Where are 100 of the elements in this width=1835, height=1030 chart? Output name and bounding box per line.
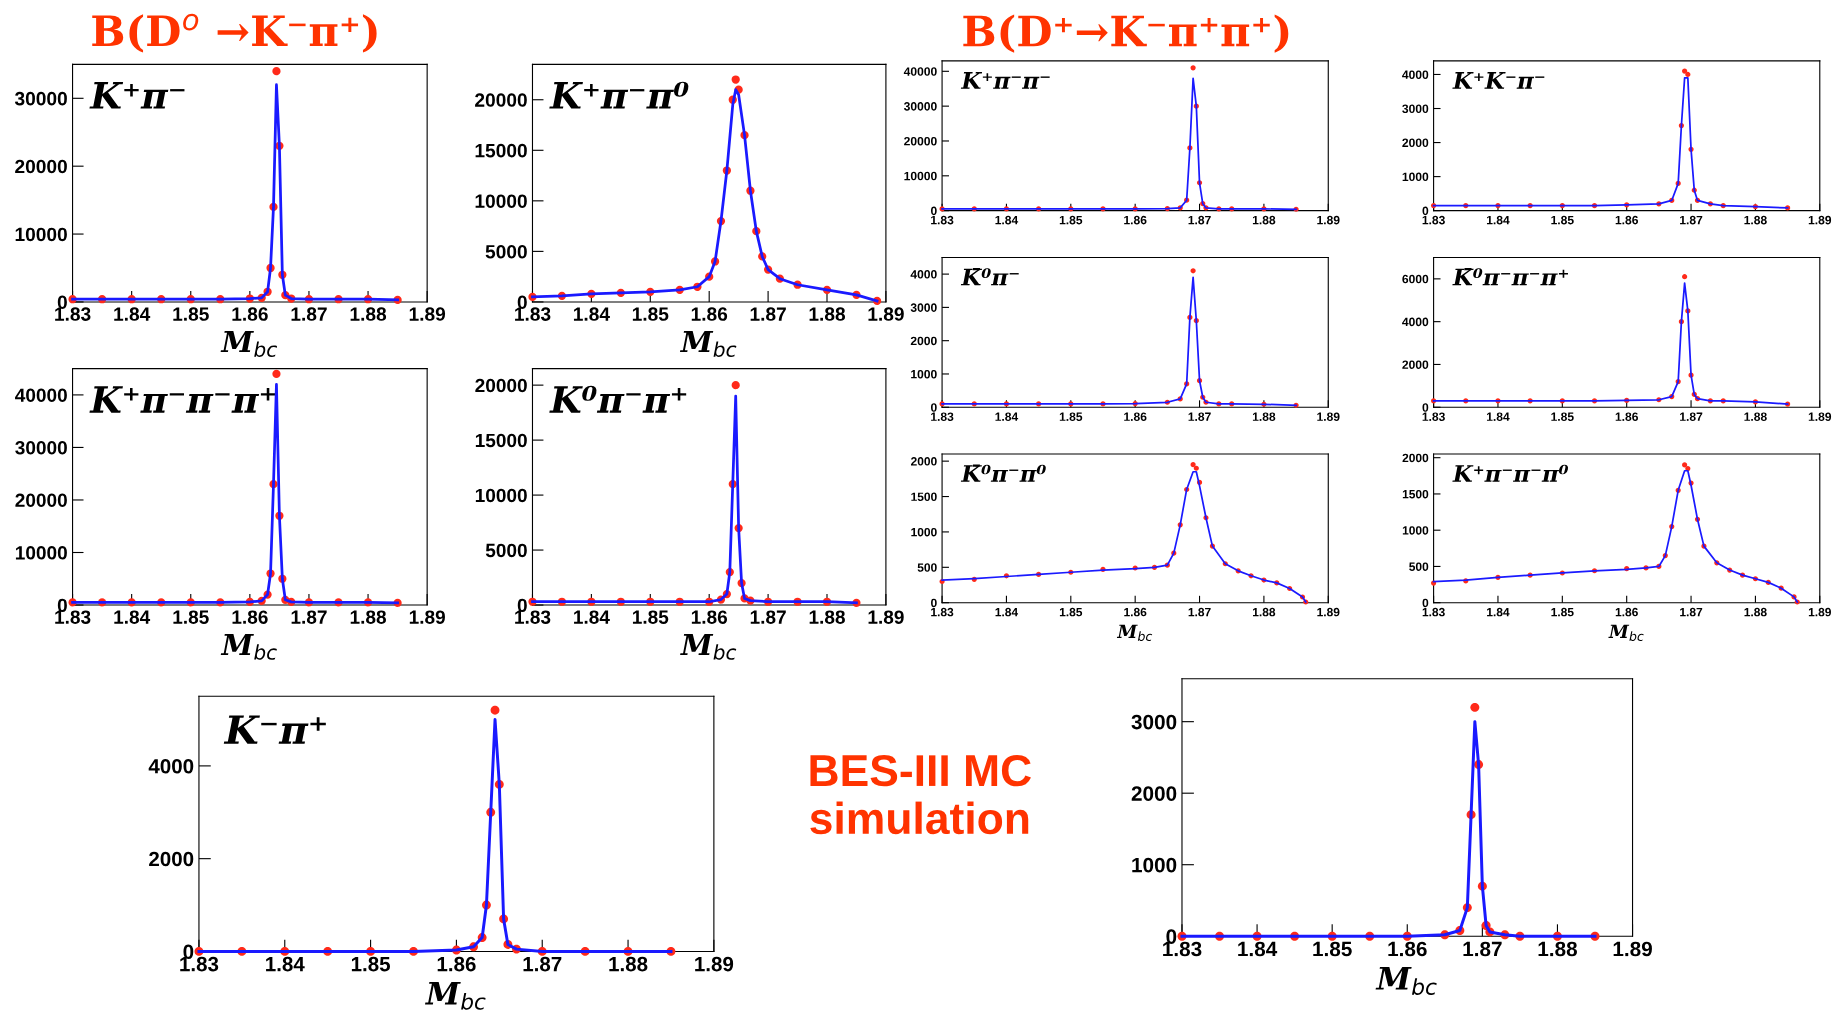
x-tick-label: 1.84 <box>1238 941 1278 957</box>
y-tick-label: 3000 <box>1402 104 1429 114</box>
x-tick-label: 1.88 <box>350 610 386 624</box>
x-tick-label: 1.85 <box>173 307 209 321</box>
x-tick-label: 1.84 <box>995 215 1019 225</box>
annotation: K̄⁰π⁻ <box>960 268 1019 286</box>
y-tick-label: 2000 <box>910 336 937 346</box>
x-tick-label: 1.87 <box>1680 412 1703 421</box>
y-tick-label: 500 <box>1409 562 1429 571</box>
x-tick-label: 1.89 <box>868 610 904 624</box>
y-tick-label: 6000 <box>1402 274 1429 284</box>
y-tick-label: 1500 <box>911 492 937 501</box>
y-tick-label: 4000 <box>1402 317 1429 327</box>
x-tick-label: 1.84 <box>1486 412 1510 421</box>
x-tick-label: 1.86 <box>691 307 728 321</box>
y-tick-label: 1000 <box>911 527 937 537</box>
x-tick-label: 1.83 <box>55 610 91 624</box>
x-tick-label: 1.84 <box>114 610 151 624</box>
y-tick-label: 0 <box>1422 403 1429 412</box>
x-tick-label: 1.88 <box>1744 412 1767 421</box>
y-tick-label: 20000 <box>904 136 937 146</box>
x-tick-label: 1.88 <box>1744 215 1767 225</box>
x-tick-label: 1.85 <box>173 610 209 624</box>
x-tick-label: 1.86 <box>1615 215 1638 225</box>
x-axis-title: M$_{bc}$ <box>680 634 737 660</box>
x-axis-title: M$_{bc}$ <box>220 331 278 357</box>
x-tick-label: 1.87 <box>750 307 786 321</box>
x-tick-label: 1.84 <box>573 307 610 321</box>
x-tick-label: 1.89 <box>1317 412 1340 421</box>
x-tick-label: 1.84 <box>574 610 610 624</box>
x-axis-title: M$_{bc}$ <box>1375 966 1437 995</box>
y-tick-label: 4000 <box>148 758 194 774</box>
x-tick-label: 1.87 <box>1188 412 1211 421</box>
x-tick-label: 1.89 <box>409 307 446 321</box>
y-tick-label: 30000 <box>15 441 67 455</box>
x-tick-label: 1.86 <box>1615 607 1638 617</box>
x-tick-label: 1.88 <box>1253 607 1276 617</box>
annotation: K⁺π⁻π⁻π⁰ <box>1452 464 1569 482</box>
x-tick-label: 1.86 <box>691 610 728 624</box>
y-tick-label: 0 <box>930 206 937 216</box>
y-tick-label: 1500 <box>1402 489 1429 499</box>
x-tick-label: 1.86 <box>1615 412 1638 421</box>
x-tick-label: 1.84 <box>114 307 151 321</box>
x-tick-label: 1.84 <box>995 607 1019 617</box>
y-tick-label: 5000 <box>485 244 527 259</box>
x-tick-label: 1.86 <box>232 307 268 321</box>
x-tick-label: 1.83 <box>1422 607 1445 617</box>
x-tick-label: 1.86 <box>1124 215 1147 225</box>
annotation: K⁰π⁻π⁺ <box>549 385 687 413</box>
x-tick-label: 1.89 <box>1613 941 1652 957</box>
text: BES-III MC simulation <box>810 754 1031 835</box>
x-tick-label: 1.88 <box>1252 215 1276 225</box>
y-tick-label: 3000 <box>1131 714 1177 730</box>
y-tick-label: 2000 <box>1402 360 1429 369</box>
y-tick-label: 0 <box>1422 206 1429 216</box>
x-tick-label: 1.86 <box>1388 941 1427 957</box>
y-tick-label: 40000 <box>903 67 937 76</box>
x-tick-label: 1.84 <box>266 956 305 972</box>
y-tick-label: 0 <box>1422 598 1429 608</box>
y-tick-label: 2000 <box>1402 453 1429 463</box>
x-tick-label: 1.87 <box>1188 607 1211 617</box>
x-tick-label: 1.83 <box>55 307 91 321</box>
x-tick-label: 1.85 <box>351 956 391 972</box>
y-tick-label: 2000 <box>1402 138 1429 148</box>
x-tick-label: 1.87 <box>523 956 562 972</box>
y-tick-label: 2000 <box>1131 786 1177 801</box>
y-tick-label: 30000 <box>14 91 67 106</box>
y-tick-label: 10000 <box>475 488 527 503</box>
y-tick-label: 500 <box>917 563 937 572</box>
x-axis-title: M$_{bc}$ <box>1608 624 1644 642</box>
annotation: K̄⁰π⁻π⁰ <box>960 464 1046 482</box>
x-tick-label: 1.89 <box>695 956 734 972</box>
y-tick-label: 10000 <box>904 171 937 181</box>
y-tick-label: 20000 <box>15 493 67 508</box>
x-tick-label: 1.88 <box>809 610 845 624</box>
y-tick-label: 20000 <box>475 378 527 393</box>
annotation: K⁺K⁻π⁻ <box>1452 72 1545 89</box>
y-tick-label: 10000 <box>15 546 67 560</box>
x-tick-label: 1.85 <box>1313 941 1352 957</box>
x-tick-label: 1.85 <box>1551 607 1574 617</box>
y-tick-label: 15000 <box>475 143 527 158</box>
x-tick-label: 1.83 <box>931 607 954 617</box>
x-tick-label: 1.87 <box>1463 941 1502 957</box>
y-tick-label: 0 <box>930 403 937 412</box>
x-tick-label: 1.85 <box>632 610 669 624</box>
x-tick-label: 1.85 <box>1551 412 1574 421</box>
x-tick-label: 1.83 <box>1422 215 1445 225</box>
y-tick-label: 4000 <box>910 270 937 279</box>
x-tick-label: 1.88 <box>809 307 846 321</box>
x-tick-label: 1.88 <box>1252 412 1276 421</box>
y-tick-label: 0 <box>517 295 527 310</box>
x-tick-label: 1.87 <box>1680 215 1703 225</box>
y-tick-label: 20000 <box>475 93 527 107</box>
y-tick-label: 1000 <box>1132 857 1177 873</box>
y-tick-label: 1000 <box>1402 172 1429 182</box>
annotation: K⁺π⁻π⁻ <box>960 72 1050 89</box>
y-tick-label: 1000 <box>911 369 937 379</box>
x-tick-label: 1.89 <box>1808 607 1831 617</box>
annotation: K⁻π⁺ <box>223 715 326 744</box>
x-axis-title: M$_{bc}$ <box>220 634 277 660</box>
